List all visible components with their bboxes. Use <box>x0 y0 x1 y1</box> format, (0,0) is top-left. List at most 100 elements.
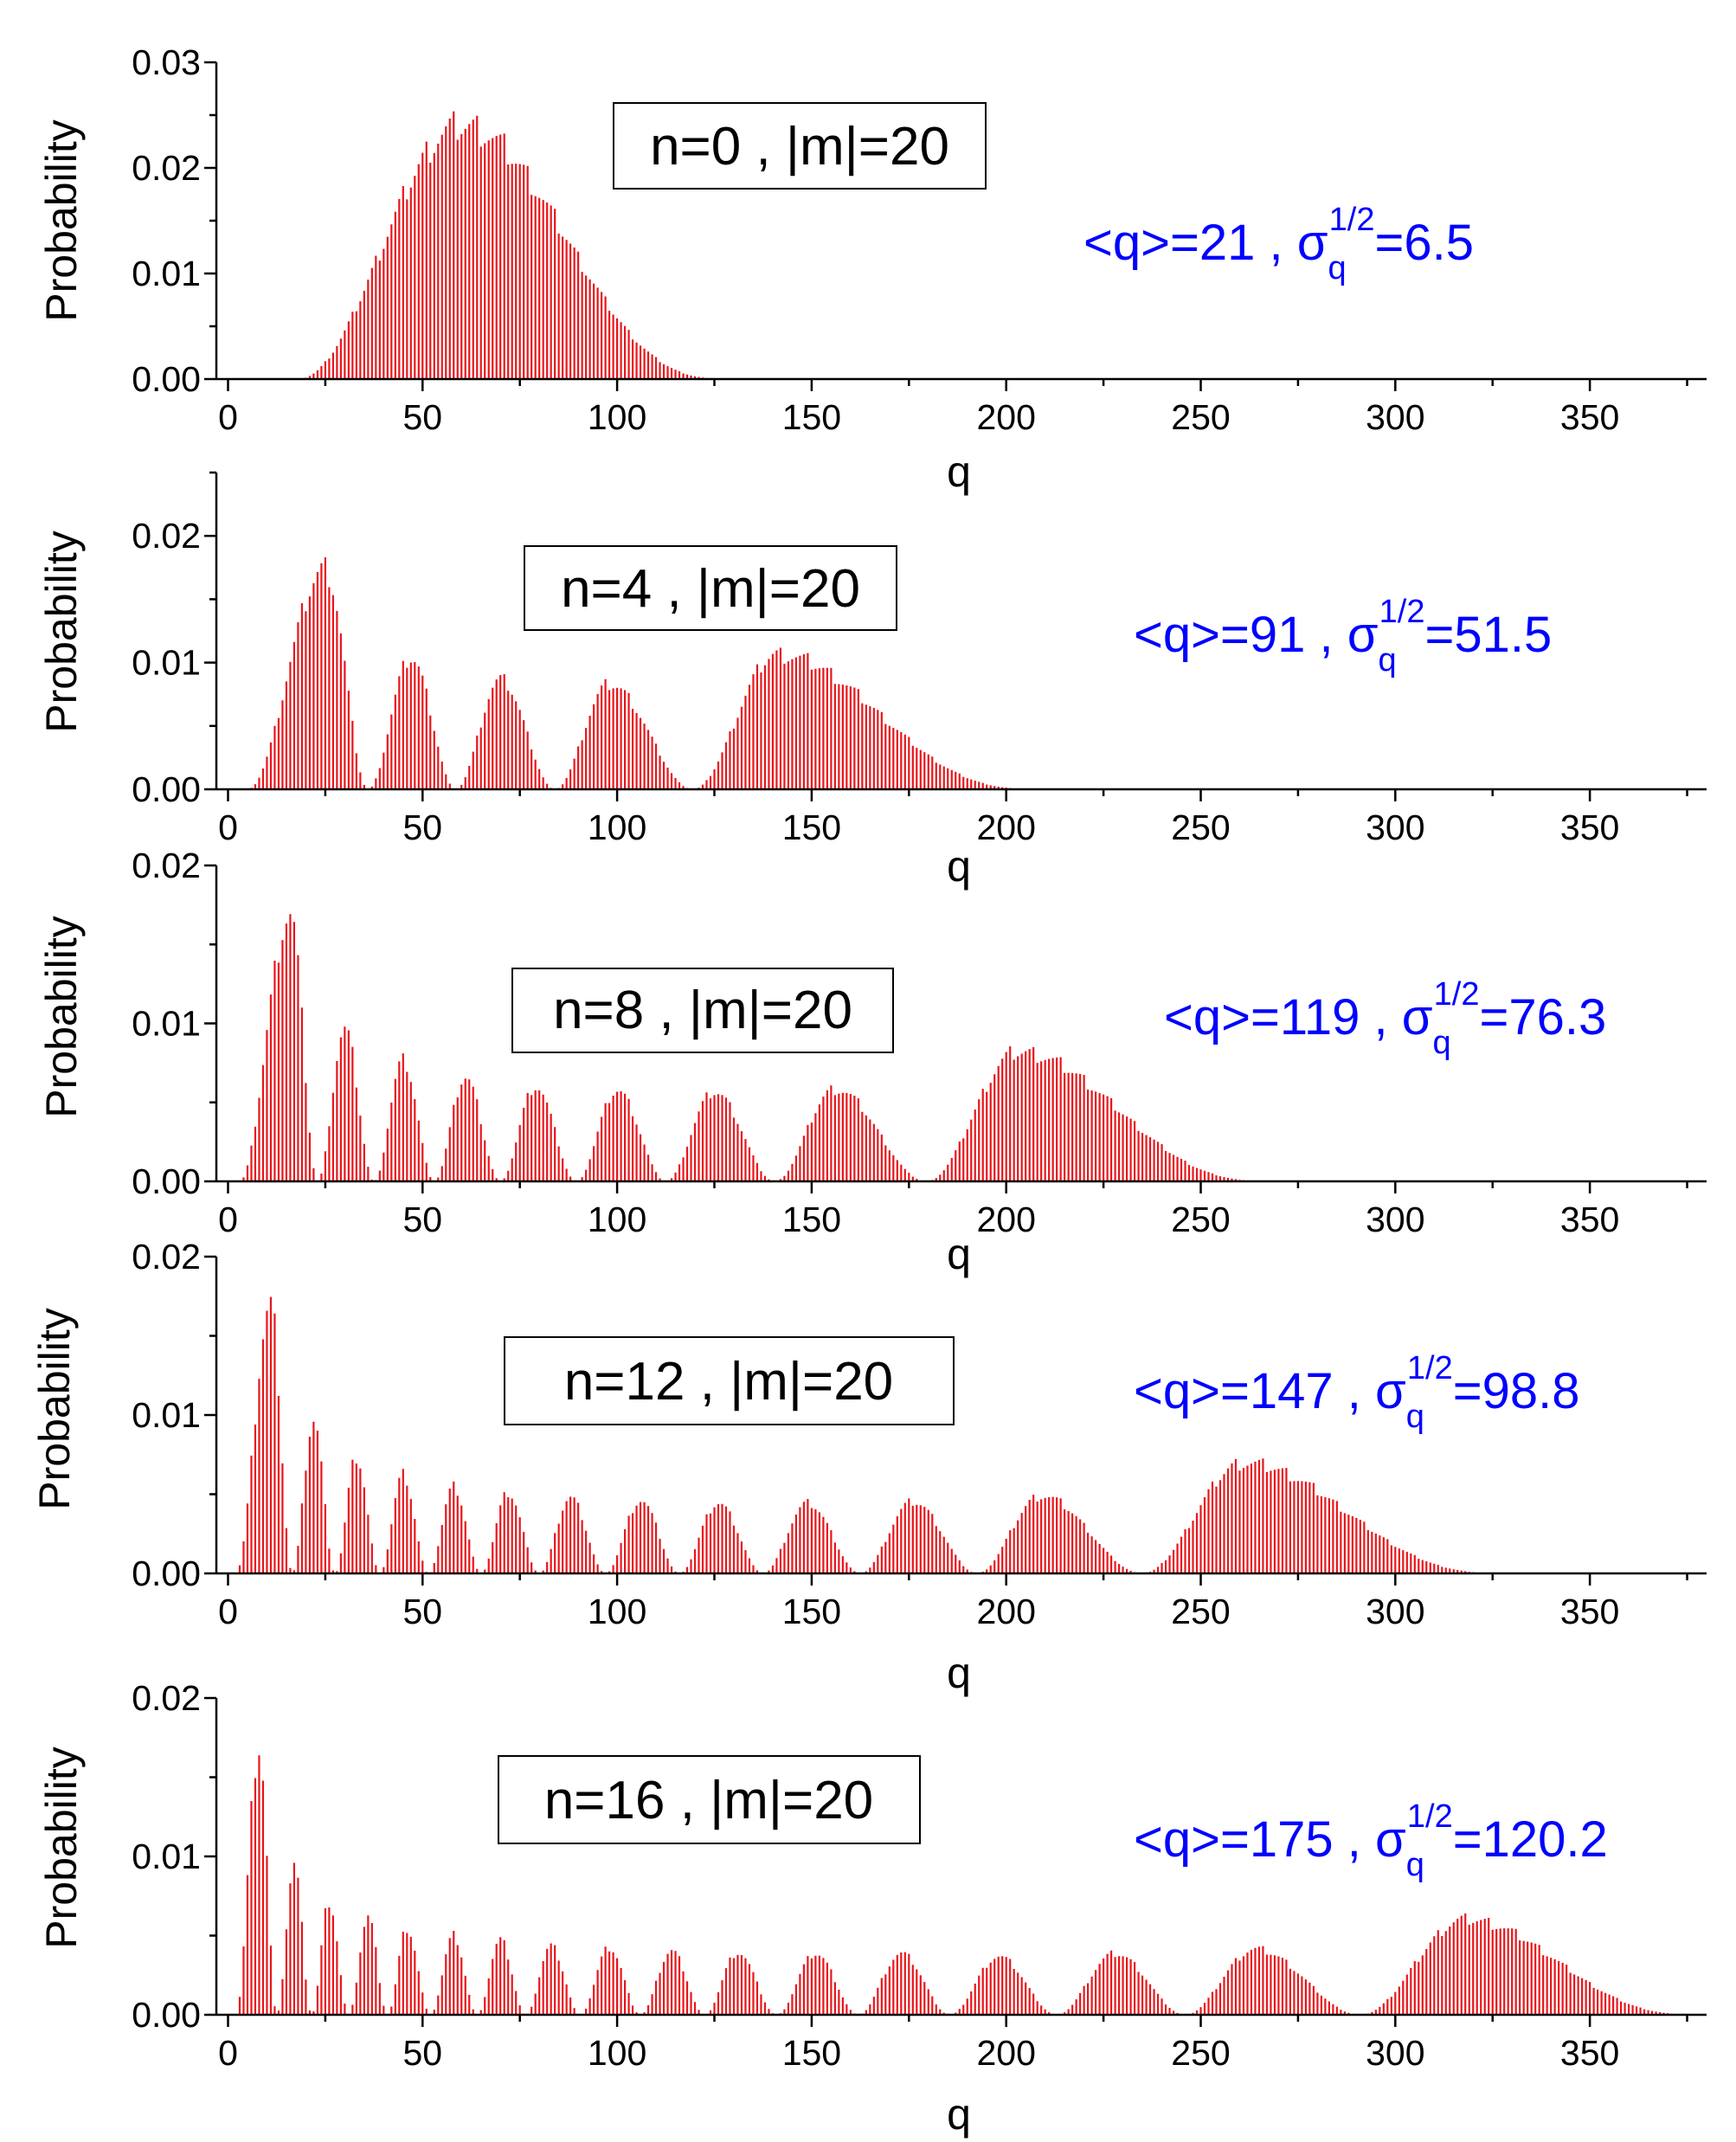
panel-4-y-axis-title: Probability <box>30 1308 79 1509</box>
panel-3-stats-sup: 1/2 <box>1434 976 1480 1013</box>
x-tick-label: 50 <box>402 2033 442 2073</box>
panel-4-title: n=12 , |m|=20 <box>564 1352 893 1412</box>
y-tick-label: 0.03 <box>132 42 201 82</box>
panel-4: 0 50 100 150 200 250 300 350 0.00 0.01 0.02 Probab… <box>30 1237 1707 1697</box>
panel-5-stats-sub: q <box>1406 1847 1424 1883</box>
y-tick-label: 0.02 <box>132 1678 201 1718</box>
x-tick-label: 350 <box>1560 1592 1619 1631</box>
y-tick-label: 0.01 <box>132 1395 201 1435</box>
panel-4-axes: 0 50 100 150 200 250 300 350 0.00 0.01 0.02 <box>132 1237 1707 1631</box>
panel-3-title: n=8 , |m|=20 <box>553 981 852 1040</box>
x-tick-label: 150 <box>782 1592 841 1631</box>
panel-3-stats: <q>=119 , σq 1/2=76.3 <box>1164 976 1606 1061</box>
y-tick-label: 0.00 <box>132 1161 201 1201</box>
y-tick-label: 0.02 <box>132 148 201 188</box>
y-tick-label: 0.02 <box>132 1237 201 1277</box>
panel-5-stats-sup: 1/2 <box>1407 1798 1453 1835</box>
panel-2-title-box: n=4 , |m|=20 <box>524 545 897 631</box>
x-tick-label: 100 <box>588 1200 646 1239</box>
x-tick-label: 250 <box>1171 1200 1230 1239</box>
x-tick-label: 250 <box>1171 2033 1230 2073</box>
x-tick-label: 300 <box>1366 2033 1424 2073</box>
panel-5-bars <box>238 1755 1673 2015</box>
x-tick-label: 0 <box>218 807 238 847</box>
y-tick-label: 0.02 <box>132 516 201 556</box>
panel-2-stats-sub: q <box>1379 642 1397 679</box>
x-tick-label: 100 <box>588 397 646 437</box>
x-tick-label: 250 <box>1171 1592 1230 1631</box>
panel-5: 0 50 100 150 200 250 300 350 0.00 0.01 0.02 Probab… <box>37 1678 1707 2139</box>
panel-3-y-axis-title: Probability <box>37 916 86 1117</box>
y-tick-label: 0.01 <box>132 1004 201 1044</box>
panel-1-x-axis-title: q <box>947 447 971 496</box>
panel-2-title: n=4 , |m|=20 <box>561 559 860 619</box>
panel-5-axes: 0 50 100 150 200 250 300 350 0.00 0.01 0.02 <box>132 1678 1707 2073</box>
x-tick-label: 50 <box>402 397 442 437</box>
panel-1-title: n=0 , |m|=20 <box>650 117 949 177</box>
x-tick-label: 50 <box>402 1592 442 1631</box>
panel-4-x-axis-title: q <box>947 1649 971 1697</box>
panel-2-title-frame <box>524 545 897 631</box>
x-tick-label: 350 <box>1560 2033 1619 2073</box>
panel-5-title-frame <box>498 1755 921 1844</box>
x-tick-label: 0 <box>218 1592 238 1631</box>
panel-2-y-axis-title: Probability <box>37 531 86 732</box>
x-tick-label: 350 <box>1560 1200 1619 1239</box>
panel-3-x-axis-title: q <box>947 1230 971 1278</box>
x-tick-label: 100 <box>588 807 646 847</box>
panel-4-stats: <q>=147 , σq 1/2=98.8 <box>1134 1350 1580 1435</box>
y-tick-label: 0.01 <box>132 1836 201 1876</box>
panel-5-stats-sigma: σ <box>1375 1811 1406 1868</box>
panel-5-y-axis-title: Probability <box>37 1746 86 1948</box>
panel-1-title-box: n=0 , |m|=20 <box>613 102 987 190</box>
panel-2-stats-mean: <q>=91 , <box>1134 607 1347 663</box>
x-tick-label: 100 <box>588 2033 646 2073</box>
y-tick-label: 0.01 <box>132 254 201 293</box>
panel-4-title-frame <box>504 1336 955 1425</box>
panel-2-stats-value: =51.5 <box>1425 607 1553 663</box>
x-tick-label: 0 <box>218 397 238 437</box>
x-tick-label: 200 <box>976 807 1035 847</box>
panel-5-stats-value: =120.2 <box>1453 1811 1608 1868</box>
panel-1-stats-sigma: σ <box>1297 215 1328 271</box>
x-tick-label: 200 <box>976 397 1035 437</box>
panel-5-x-axis-title: q <box>947 2090 971 2139</box>
x-tick-label: 350 <box>1560 807 1619 847</box>
x-tick-label: 250 <box>1171 807 1230 847</box>
x-tick-label: 0 <box>218 1200 238 1239</box>
x-tick-label: 300 <box>1366 1592 1424 1631</box>
panel-2-stats: <q>=91 , σq 1/2=51.5 <box>1134 594 1552 679</box>
panel-1-stats-sup: 1/2 <box>1329 202 1375 238</box>
panel-1-stats-value: =6.5 <box>1375 215 1475 271</box>
panel-4-stats-mean: <q>=147 , <box>1134 1363 1375 1419</box>
panel-1-bars <box>305 111 708 379</box>
y-tick-label: 0.00 <box>132 1995 201 2035</box>
panel-4-stats-sub: q <box>1406 1399 1424 1435</box>
panel-4-stats-value: =98.8 <box>1453 1363 1580 1419</box>
panel-3-title-box: n=8 , |m|=20 <box>511 968 894 1053</box>
panel-2: 0 50 100 150 200 250 300 350 0.00 0.01 0.02 Probab… <box>37 471 1707 891</box>
x-tick-label: 150 <box>782 1200 841 1239</box>
panel-5-stats: <q>=175 , σq 1/2=120.2 <box>1134 1798 1608 1883</box>
x-tick-label: 300 <box>1366 397 1424 437</box>
panel-5-title-box: n=16 , |m|=20 <box>498 1755 921 1844</box>
x-tick-label: 200 <box>976 1200 1035 1239</box>
x-tick-label: 150 <box>782 807 841 847</box>
panel-4-stats-sigma: σ <box>1375 1363 1406 1419</box>
panel-2-axes: 0 50 100 150 200 250 300 350 0.00 0.01 0.02 <box>132 471 1707 847</box>
x-tick-label: 300 <box>1366 807 1424 847</box>
x-tick-label: 100 <box>588 1592 646 1631</box>
panel-1-stats-mean: <q>=21 , <box>1083 215 1297 271</box>
panel-1-stats-sub: q <box>1328 250 1347 286</box>
panel-1-y-axis-title: Probability <box>37 119 86 321</box>
panel-3: 0 50 100 150 200 250 300 350 0.00 0.01 0.02 Probab… <box>37 846 1707 1278</box>
x-tick-label: 50 <box>402 807 442 847</box>
panel-1-stats: <q>=21 , σq 1/2=6.5 <box>1083 202 1474 286</box>
panel-3-title-frame <box>511 968 894 1053</box>
y-tick-label: 0.00 <box>132 1553 201 1593</box>
y-tick-label: 0.02 <box>132 846 201 885</box>
y-tick-label: 0.01 <box>132 643 201 683</box>
x-tick-label: 200 <box>976 2033 1035 2073</box>
panel-2-bars <box>250 556 1012 789</box>
